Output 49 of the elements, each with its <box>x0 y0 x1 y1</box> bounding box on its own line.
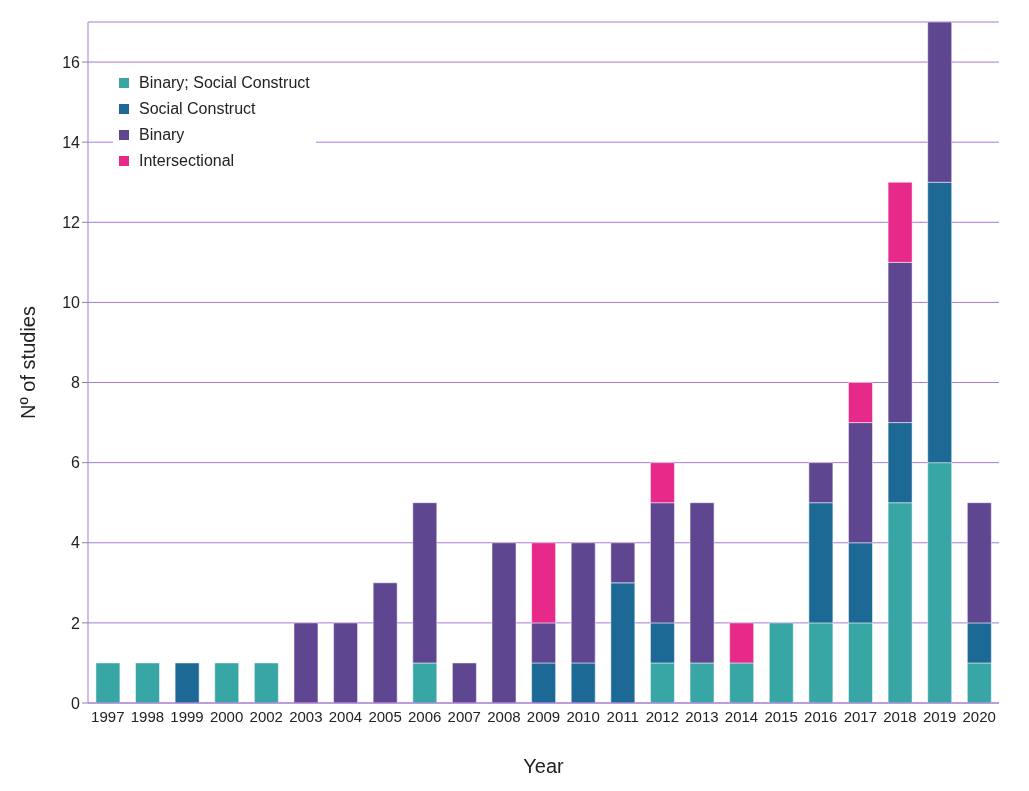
legend-label: Intersectional <box>139 151 235 171</box>
bar <box>769 622 794 703</box>
y-tick-label: 4 <box>71 534 81 552</box>
x-tick-label: 1999 <box>170 707 204 725</box>
bar <box>135 662 160 703</box>
x-tick-label: 2004 <box>328 707 363 725</box>
x-tick-label: 2000 <box>209 707 244 725</box>
x-tick-label: 2017 <box>843 707 878 725</box>
legend-label: Social Construct <box>139 99 256 119</box>
y-tick-label: 6 <box>71 454 81 472</box>
legend-label: Binary <box>139 125 185 145</box>
y-tick-label: 12 <box>62 213 81 231</box>
x-tick-label: 2009 <box>526 707 561 725</box>
y-tick-label: 10 <box>62 294 81 312</box>
y-tick-label: 8 <box>71 374 81 392</box>
bar <box>254 662 279 703</box>
bar <box>95 662 121 703</box>
bar <box>214 662 239 703</box>
y-tick-label: 14 <box>62 133 81 151</box>
x-tick-label: 2008 <box>487 707 521 725</box>
bar <box>491 542 517 703</box>
y-tick-label: 2 <box>71 614 81 632</box>
bar <box>372 582 398 703</box>
x-tick-label: 2007 <box>447 707 481 725</box>
x-tick-label: 2014 <box>724 707 759 725</box>
x-tick-label: 2019 <box>922 707 957 725</box>
x-tick-label: 2010 <box>566 707 600 725</box>
x-tick-label: 2006 <box>407 707 442 725</box>
x-axis-title: Year <box>523 755 565 777</box>
x-tick-label: 1998 <box>130 707 165 725</box>
y-axis-title: Nº of studies <box>17 306 40 419</box>
y-tick-label: 0 <box>71 694 81 712</box>
bar <box>293 622 319 703</box>
legend-label: Binary; Social Construct <box>139 73 310 93</box>
x-tick-label: 1997 <box>91 707 125 725</box>
bar <box>333 622 358 703</box>
x-tick-label: 2018 <box>883 707 917 725</box>
x-tick-label: 2012 <box>645 707 680 725</box>
x-tick-label: 2005 <box>368 707 402 725</box>
bar <box>452 662 477 703</box>
x-tick-label: 2011 <box>606 707 639 725</box>
x-tick-label: 2020 <box>962 707 996 725</box>
x-tick-label: 2003 <box>289 707 323 725</box>
x-tick-label: 2015 <box>764 707 798 725</box>
x-tick-label: 2016 <box>804 707 838 725</box>
bar <box>174 662 200 703</box>
y-tick-label: 16 <box>62 53 81 71</box>
x-tick-label: 2013 <box>685 707 719 725</box>
x-tick-label: 2002 <box>249 707 283 725</box>
